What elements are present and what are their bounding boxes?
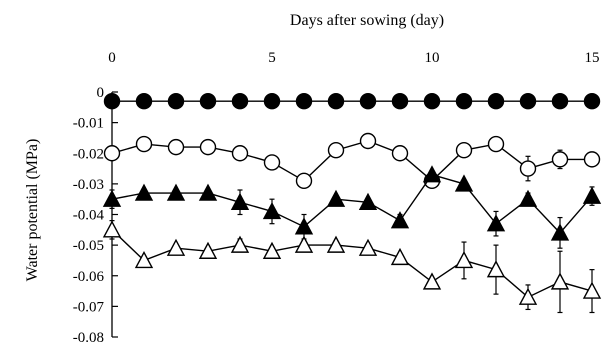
y-tick-label: -0.02 bbox=[73, 146, 104, 162]
series-4 bbox=[102, 220, 602, 314]
series-line bbox=[111, 140, 592, 182]
x-axis-title: Days after sowing (day) bbox=[290, 12, 444, 29]
data-point bbox=[295, 172, 313, 190]
y-tick-label: -0.04 bbox=[73, 208, 105, 224]
data-point bbox=[103, 145, 121, 162]
data-point bbox=[455, 141, 473, 159]
data-point bbox=[198, 183, 218, 201]
data-point bbox=[550, 272, 570, 290]
data-point bbox=[262, 201, 282, 220]
data-point bbox=[294, 217, 314, 235]
data-point bbox=[390, 247, 410, 266]
data-point bbox=[262, 241, 282, 259]
data-point bbox=[230, 235, 250, 253]
data-point bbox=[134, 250, 154, 269]
data-point bbox=[390, 211, 410, 229]
data-point bbox=[519, 92, 537, 110]
y-tick-label: -0.05 bbox=[73, 238, 104, 254]
data-point bbox=[582, 281, 602, 299]
data-point bbox=[326, 189, 346, 207]
data-point bbox=[455, 92, 473, 110]
data-point bbox=[422, 272, 442, 290]
data-point bbox=[518, 287, 538, 305]
series-layer bbox=[102, 92, 602, 314]
data-point bbox=[518, 189, 538, 207]
data-point bbox=[519, 160, 537, 177]
data-point bbox=[359, 92, 377, 110]
data-point bbox=[230, 192, 250, 210]
series-2 bbox=[103, 132, 601, 190]
data-point bbox=[166, 238, 186, 256]
data-point bbox=[199, 138, 217, 156]
data-point bbox=[583, 92, 601, 110]
y-tick-label: -0.06 bbox=[73, 269, 105, 285]
x-tick-label: 10 bbox=[425, 50, 440, 66]
data-point bbox=[454, 250, 474, 269]
x-tick-label: 0 bbox=[108, 50, 116, 66]
data-point bbox=[102, 189, 122, 207]
data-point bbox=[167, 138, 185, 156]
data-point bbox=[231, 145, 249, 162]
data-point bbox=[135, 92, 153, 110]
data-point bbox=[486, 260, 506, 278]
data-point bbox=[198, 241, 218, 259]
data-point bbox=[231, 92, 249, 110]
y-axis-title: Water potential (MPa) bbox=[24, 139, 41, 282]
data-point bbox=[295, 92, 313, 110]
data-point bbox=[327, 141, 345, 159]
data-point bbox=[134, 183, 154, 201]
data-point bbox=[582, 186, 602, 204]
data-point bbox=[263, 92, 281, 110]
data-point bbox=[487, 135, 505, 153]
data-point bbox=[358, 238, 378, 256]
data-point bbox=[551, 92, 569, 110]
series-1 bbox=[103, 92, 601, 110]
data-point bbox=[391, 92, 409, 110]
data-point bbox=[551, 151, 569, 168]
series-line bbox=[111, 229, 593, 299]
data-point bbox=[422, 165, 442, 183]
y-tick-label: -0.07 bbox=[73, 299, 105, 315]
data-point bbox=[199, 92, 217, 110]
data-point bbox=[102, 220, 122, 238]
data-point bbox=[135, 135, 153, 153]
data-point bbox=[358, 192, 378, 210]
data-point bbox=[487, 92, 505, 110]
data-point bbox=[583, 151, 601, 168]
y-tick-label: -0.03 bbox=[73, 177, 104, 193]
data-point bbox=[391, 145, 409, 162]
data-point bbox=[103, 92, 121, 110]
x-tick-label: 15 bbox=[585, 50, 600, 66]
y-tick-label: -0.01 bbox=[73, 116, 104, 132]
data-point bbox=[327, 92, 345, 110]
y-tick-label: 0 bbox=[97, 85, 105, 101]
data-point bbox=[166, 183, 186, 201]
data-point bbox=[167, 92, 185, 110]
y-tick-label: -0.08 bbox=[73, 330, 104, 346]
axes: 0 -0.01 -0.02 -0.03 -0.04 -0.05 -0.06 -0.07 -0.0… bbox=[73, 50, 600, 346]
data-point bbox=[294, 235, 314, 253]
data-point bbox=[263, 154, 281, 171]
data-point bbox=[454, 174, 474, 192]
data-point bbox=[359, 132, 377, 150]
data-point bbox=[326, 235, 346, 253]
data-point bbox=[486, 214, 506, 232]
series-line bbox=[111, 173, 593, 234]
data-point bbox=[423, 92, 441, 110]
data-point bbox=[550, 223, 570, 241]
x-tick-label: 5 bbox=[268, 50, 276, 66]
series-3 bbox=[102, 165, 602, 249]
